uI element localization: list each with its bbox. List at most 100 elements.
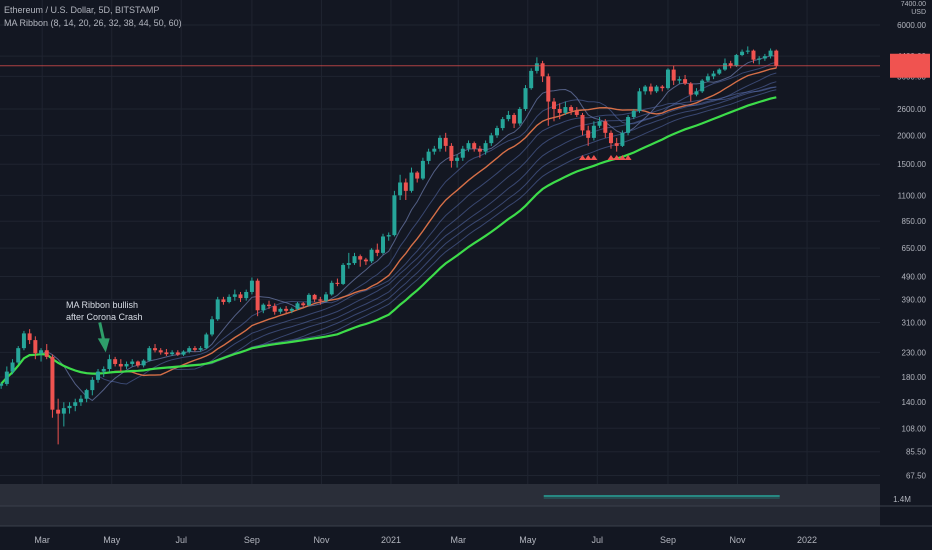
candle-body	[147, 348, 152, 361]
candle	[432, 145, 437, 155]
candle-body	[643, 86, 648, 92]
candle-body	[215, 299, 220, 320]
candle	[107, 354, 112, 372]
indicator-title[interactable]: MA Ribbon (8, 14, 20, 26, 32, 38, 44, 50…	[4, 18, 182, 28]
candle	[289, 307, 294, 314]
time-axis[interactable]: Mar May Jul Sep Nov 2021 Mar May Jul Sep Nov 2022	[34, 535, 817, 545]
candle	[694, 88, 699, 97]
candle-body	[489, 135, 494, 144]
candle-body	[455, 157, 460, 161]
candle	[455, 154, 460, 168]
price-axis[interactable]: 6000.004400.003600.002600.002000.001500.…	[880, 0, 932, 484]
candle	[700, 79, 705, 93]
candle	[717, 68, 722, 75]
candle	[722, 58, 727, 71]
candle	[569, 105, 574, 115]
candle	[500, 117, 505, 131]
symbol-title[interactable]: Ethereum / U.S. Dollar, 5D, BITSTAMP	[4, 5, 160, 15]
candle-body	[50, 356, 55, 410]
candle	[249, 277, 254, 295]
candle-body	[551, 101, 556, 109]
candle	[643, 85, 648, 95]
price-tick-label: 85.50	[906, 448, 927, 457]
candle	[278, 307, 283, 314]
candle	[477, 145, 482, 158]
candle	[489, 132, 494, 146]
price-axis-header: 7400.00	[901, 1, 926, 8]
candle	[540, 60, 545, 83]
price-tick-label: 1500.00	[897, 160, 926, 169]
candle-body	[278, 308, 283, 312]
candle-body	[392, 195, 397, 236]
candle	[426, 148, 431, 165]
candle	[734, 53, 739, 68]
candle-body	[67, 405, 72, 409]
candle-body	[352, 256, 357, 264]
candle	[301, 302, 306, 307]
time-tick-label: 2021	[381, 535, 401, 545]
price-tick-label: 390.00	[902, 295, 927, 304]
candle-body	[107, 359, 112, 369]
price-tick-label: 67.50	[906, 471, 927, 480]
candle-body	[238, 294, 243, 299]
candle	[16, 346, 21, 364]
annotation-line-2: after Corona Crash	[66, 312, 143, 322]
candle	[363, 257, 368, 265]
candle	[665, 68, 670, 90]
candle-body	[301, 303, 306, 306]
signal-triangle	[578, 155, 586, 160]
candle-body	[774, 50, 779, 66]
candle-body	[335, 282, 340, 284]
candle-body	[346, 263, 351, 265]
last-price-box	[890, 53, 930, 78]
ma-line-8	[0, 55, 777, 402]
candle-body	[44, 350, 49, 357]
candle-body	[381, 236, 386, 253]
candle-body	[546, 76, 551, 102]
price-tick-label: 2600.00	[897, 105, 926, 114]
candle	[369, 248, 374, 264]
candle	[335, 278, 340, 287]
candle-body	[512, 114, 517, 124]
annotation-line-1: MA Ribbon bullish	[66, 300, 139, 310]
candle-body	[580, 114, 585, 131]
candle-body	[654, 86, 659, 92]
candle-body	[306, 294, 311, 306]
candle	[4, 366, 9, 386]
candle-body	[181, 351, 186, 355]
candle-body	[312, 294, 317, 300]
candle-body	[460, 148, 465, 158]
candle	[210, 316, 215, 337]
candle	[295, 302, 300, 311]
candle-body	[124, 363, 129, 367]
candle-body	[227, 296, 232, 303]
candle	[563, 101, 568, 115]
candle	[768, 48, 773, 59]
candle	[261, 303, 266, 314]
candle-body	[534, 63, 539, 71]
candle	[329, 280, 334, 296]
candle	[460, 145, 465, 161]
candle	[141, 359, 146, 368]
candle-body	[420, 160, 425, 179]
candle	[215, 296, 220, 321]
candle-body	[4, 371, 9, 384]
candle	[44, 344, 49, 360]
candle-body	[329, 282, 334, 295]
candle	[27, 329, 32, 345]
candle	[375, 243, 380, 257]
candle	[557, 103, 562, 120]
candle-body	[118, 363, 123, 367]
candle	[187, 346, 192, 354]
time-tick-label: Sep	[244, 535, 260, 545]
candle-body	[768, 50, 773, 57]
time-tick-label: May	[519, 535, 537, 545]
candle	[620, 130, 625, 148]
signal-triangle	[590, 155, 598, 160]
candle-body	[113, 359, 118, 364]
candle	[312, 293, 317, 303]
candle	[84, 388, 89, 403]
candle-body	[494, 128, 499, 136]
annotation-arrow	[97, 322, 110, 353]
